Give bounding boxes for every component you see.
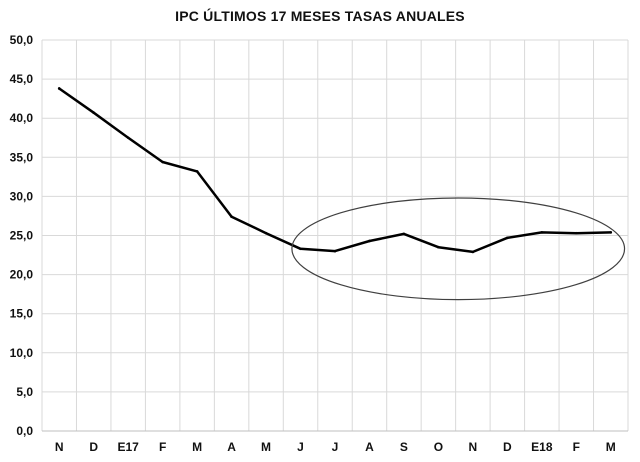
x-tick-label: A: [227, 440, 236, 454]
x-tick-label: F: [573, 440, 580, 454]
y-tick-label: 10,0: [10, 346, 34, 360]
data-point: [437, 245, 440, 249]
y-tick-label: 40,0: [10, 111, 34, 125]
x-tick-label: N: [55, 440, 64, 454]
x-tick-label: A: [365, 440, 374, 454]
data-point: [471, 250, 475, 254]
data-point: [574, 231, 578, 235]
x-tick-label: M: [192, 440, 202, 454]
x-tick-label: F: [159, 440, 166, 454]
y-tick-label: 50,0: [10, 33, 34, 47]
x-tick-label: E18: [531, 440, 553, 454]
chart-title: IPC ÚLTIMOS 17 MESES TASAS ANUALES: [175, 8, 465, 24]
data-point: [402, 232, 406, 236]
y-tick-label: 5,0: [16, 385, 33, 399]
x-tick-label: D: [89, 440, 98, 454]
y-tick-label: 15,0: [10, 307, 34, 321]
data-point: [609, 231, 613, 234]
x-tick-label: N: [469, 440, 478, 454]
data-point: [195, 170, 199, 173]
y-tick-label: 35,0: [10, 150, 34, 164]
highlight-ellipse: [291, 197, 626, 301]
data-point: [57, 87, 61, 90]
x-tick-label: J: [297, 440, 304, 454]
x-tick-label: D: [503, 440, 512, 454]
y-tick-label: 45,0: [10, 72, 34, 86]
x-tick-label: M: [606, 440, 616, 454]
x-tick-label: O: [434, 440, 443, 454]
y-tick-label: 20,0: [10, 268, 34, 282]
y-tick-label: 30,0: [10, 189, 34, 203]
series-layer: [57, 87, 613, 254]
x-tick-label: S: [400, 440, 408, 454]
data-point: [264, 231, 268, 235]
x-tick-label: E17: [117, 440, 139, 454]
data-point: [299, 247, 302, 251]
data-point: [161, 160, 164, 164]
data-point: [230, 215, 233, 219]
data-point: [540, 231, 544, 234]
x-tick-labels: N D E17 F M A M J J A S O N D E18 F M: [55, 440, 616, 454]
annotation-layer: [291, 197, 626, 301]
data-point: [126, 136, 130, 140]
y-tick-label: 0,0: [16, 424, 33, 438]
series-line: [57, 87, 613, 254]
data-point: [92, 111, 96, 115]
x-tick-label: M: [261, 440, 271, 454]
x-tick-label: J: [332, 440, 339, 454]
y-tick-labels: 0,0 5,0 10,0 15,0 20,0 25,0 30,0 35,0 40,0 45,0 50…: [10, 33, 34, 438]
y-tick-label: 25,0: [10, 229, 34, 243]
data-point: [368, 239, 371, 243]
gridlines: [41, 39, 629, 431]
data-point: [506, 236, 509, 240]
data-point: [333, 249, 337, 253]
